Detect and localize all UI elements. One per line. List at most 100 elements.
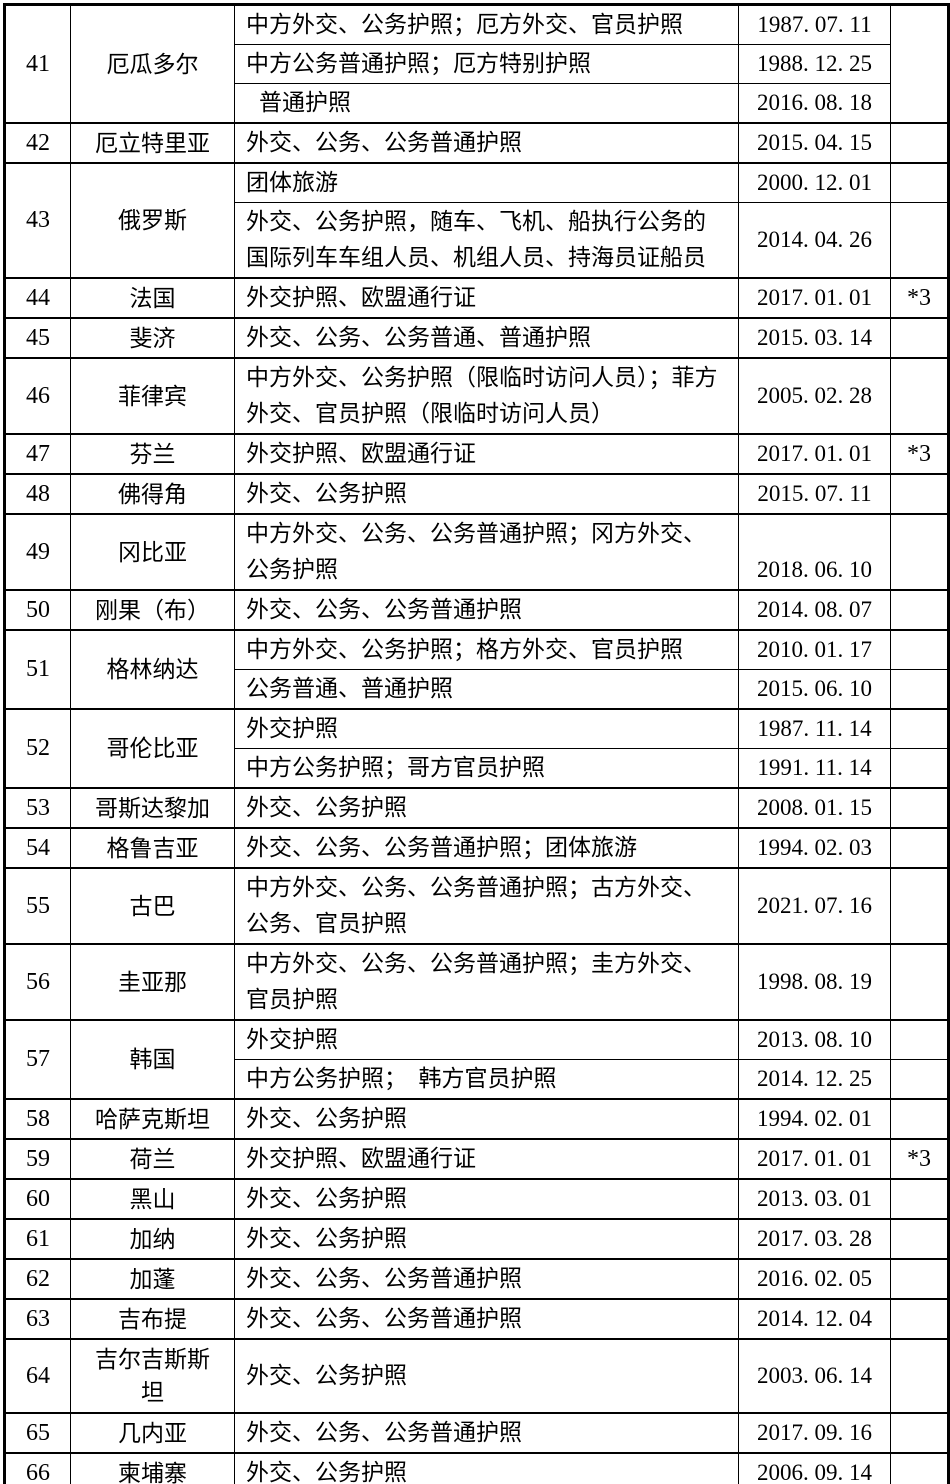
table-row: 60 黑山 外交、公务护照 2013. 03. 01 [4, 1178, 949, 1220]
passport-types-cell: 中方外交、公务护照；格方外交、官员护照 [234, 629, 739, 670]
country-cell: 加蓬 [70, 1258, 235, 1300]
note-cell [890, 122, 949, 164]
country-cell: 圭亚那 [70, 943, 235, 1021]
date-cell: 1991. 11. 14 [738, 748, 891, 789]
country-cell: 几内亚 [70, 1412, 235, 1454]
table-row: 54 格鲁吉亚 外交、公务、公务普通护照；团体旅游 1994. 02. 03 [4, 827, 949, 869]
row-number-cell: 41 [4, 3, 71, 124]
country-cell: 佛得角 [70, 473, 235, 515]
note-cell [890, 1218, 949, 1260]
date-cell: 2014. 12. 25 [738, 1059, 891, 1100]
passport-types-cell: 外交、公务、公务普通、普通护照 [234, 317, 739, 359]
passport-types-cell: 外交、公务护照，随车、飞机、船执行公务的国际列车车组人员、机组人员、持海员证船员 [234, 202, 739, 279]
table-row: 59 荷兰 外交护照、欧盟通行证 2017. 01. 01 *3 [4, 1138, 949, 1180]
country-cell: 厄瓜多尔 [70, 3, 235, 124]
passport-types-cell: 外交、公务护照 [234, 1452, 739, 1484]
passport-types-cell: 中方公务护照； 韩方官员护照 [234, 1059, 739, 1100]
date-cell: 1988. 12. 25 [738, 44, 891, 84]
table-row: 外交、公务护照，随车、飞机、船执行公务的国际列车车组人员、机组人员、持海员证船员… [5, 202, 949, 279]
country-cell: 法国 [70, 277, 235, 319]
country-cell: 哥斯达黎加 [70, 787, 235, 829]
date-cell: 2016. 08. 18 [738, 83, 891, 124]
note-cell: *3 [890, 1138, 949, 1180]
date-cell: 2000. 12. 01 [738, 162, 891, 203]
table-row: 62 加蓬 外交、公务、公务普通护照 2016. 02. 05 [4, 1258, 949, 1300]
date-cell: 2017. 01. 01 [738, 277, 891, 319]
date-cell: 2016. 02. 05 [738, 1258, 891, 1300]
passport-types-cell: 外交、公务、公务普通护照 [234, 589, 739, 631]
note-cell [890, 1258, 949, 1300]
note-cell [890, 629, 949, 670]
date-cell: 2017. 03. 28 [738, 1218, 891, 1260]
table-row: 47 芬兰 外交护照、欧盟通行证 2017. 01. 01 *3 [4, 433, 949, 475]
row-number-cell: 52 [4, 708, 71, 789]
date-cell: 1987. 07. 11 [738, 3, 891, 45]
date-cell: 2015. 04. 15 [738, 122, 891, 164]
note-cell [890, 669, 949, 710]
table-row: 63 吉布提 外交、公务、公务普通护照 2014. 12. 04 [4, 1298, 949, 1340]
country-cell: 加纳 [70, 1218, 235, 1260]
note-cell [890, 1178, 949, 1220]
date-cell: 2013. 03. 01 [738, 1178, 891, 1220]
row-number-cell: 53 [4, 787, 71, 829]
passport-types-cell: 外交、公务、公务普通护照；团体旅游 [234, 827, 739, 869]
row-number-cell: 46 [4, 357, 71, 435]
passport-types-cell: 中方外交、公务、公务普通护照；圭方外交、官员护照 [234, 943, 739, 1021]
note-cell [890, 748, 949, 789]
country-cell: 芬兰 [70, 433, 235, 475]
note-cell [890, 1452, 949, 1484]
row-number-cell: 56 [4, 943, 71, 1021]
country-cell: 刚果（布） [70, 589, 235, 631]
row-number-cell: 44 [4, 277, 71, 319]
table-row: 53 哥斯达黎加 外交、公务护照 2008. 01. 15 [4, 787, 949, 829]
note-cell [890, 1019, 949, 1060]
passport-types-cell: 外交、公务、公务普通护照 [234, 1258, 739, 1300]
row-number-cell: 43 [4, 162, 71, 279]
note-cell [890, 1098, 949, 1140]
note-cell [890, 202, 949, 279]
table-row: 46 菲律宾 中方外交、公务护照（限临时访问人员）；菲方外交、官员护照（限临时访问人… [4, 357, 949, 435]
date-cell: 2015. 06. 10 [738, 669, 891, 710]
table-row: 42 厄立特里亚 外交、公务、公务普通护照 2015. 04. 15 [4, 122, 949, 164]
note-cell: *3 [890, 433, 949, 475]
date-cell: 2010. 01. 17 [738, 629, 891, 670]
table-row: 49 冈比亚 中方外交、公务、公务普通护照；冈方外交、公务护照 2018. 06. 1… [4, 513, 949, 591]
country-cell: 格鲁吉亚 [70, 827, 235, 869]
passport-types-cell: 中方外交、公务、公务普通护照；古方外交、公务、官员护照 [234, 867, 739, 945]
table-row: 43 俄罗斯 团体旅游 2000. 12. 01 [4, 162, 949, 279]
table-row: 中方公务护照； 韩方官员护照 2014. 12. 25 [5, 1059, 949, 1100]
passport-types-cell: 普通护照 [234, 83, 739, 124]
passport-types-cell: 外交、公务护照 [234, 1178, 739, 1220]
country-cell: 吉布提 [70, 1298, 235, 1340]
note-cell [890, 589, 949, 631]
date-cell: 2003. 06. 14 [738, 1338, 891, 1414]
country-cell: 厄立特里亚 [70, 122, 235, 164]
row-number-cell: 47 [4, 433, 71, 475]
passport-types-cell: 外交、公务护照 [234, 1098, 739, 1140]
passport-types-cell: 公务普通、普通护照 [234, 669, 739, 710]
table-row: 中方公务普通护照；厄方特别护照 1988. 12. 25 [5, 44, 949, 84]
row-number-cell: 60 [4, 1178, 71, 1220]
table-row: 56 圭亚那 中方外交、公务、公务普通护照；圭方外交、官员护照 1998. 08. 1… [4, 943, 949, 1021]
date-cell: 2015. 07. 11 [738, 473, 891, 515]
row-number-cell: 63 [4, 1298, 71, 1340]
country-cell: 柬埔寨 [70, 1452, 235, 1484]
date-cell: 2005. 02. 28 [738, 357, 891, 435]
note-cell [890, 162, 949, 203]
passport-types-cell: 中方公务护照；哥方官员护照 [234, 748, 739, 789]
row-number-cell: 54 [4, 827, 71, 869]
passport-types-cell: 中方外交、公务护照；厄方外交、官员护照 [234, 3, 739, 45]
table-row: 45 斐济 外交、公务、公务普通、普通护照 2015. 03. 14 [4, 317, 949, 359]
row-number-cell: 59 [4, 1138, 71, 1180]
date-cell: 2017. 09. 16 [738, 1412, 891, 1454]
date-cell: 2021. 07. 16 [738, 867, 891, 945]
date-cell: 1998. 08. 19 [738, 943, 891, 1021]
passport-types-cell: 外交护照 [234, 1019, 739, 1060]
visa-table-body: 41 厄瓜多尔 中方外交、公务护照；厄方外交、官员护照 1987. 07. 11 中方公… [4, 3, 949, 1484]
note-cell [890, 1298, 949, 1340]
passport-types-cell: 外交、公务护照 [234, 1218, 739, 1260]
country-cell: 韩国 [70, 1019, 235, 1100]
date-cell: 2014. 08. 07 [738, 589, 891, 631]
date-cell: 2017. 01. 01 [738, 1138, 891, 1180]
country-cell: 哥伦比亚 [70, 708, 235, 789]
